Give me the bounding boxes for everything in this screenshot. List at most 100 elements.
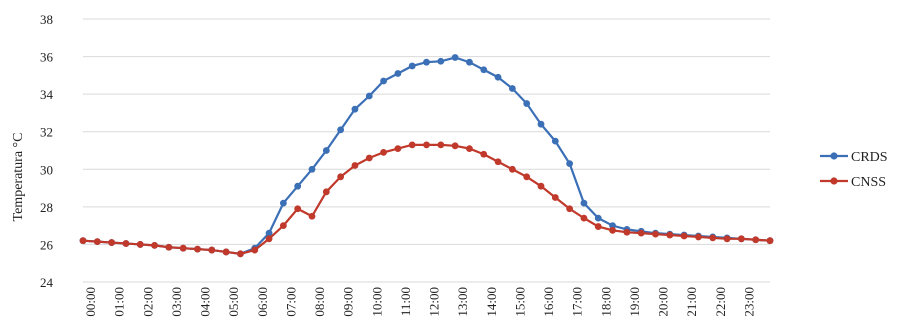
data-point-cnss bbox=[122, 240, 130, 247]
data-point-cnss bbox=[609, 226, 616, 234]
data-point-crds bbox=[594, 214, 602, 222]
data-point-crds bbox=[365, 92, 373, 100]
data-point-cnss bbox=[151, 241, 158, 249]
data-point-cnss bbox=[508, 165, 516, 173]
data-point-crds bbox=[423, 58, 430, 66]
data-point-cnss bbox=[294, 205, 302, 213]
data-point-cnss bbox=[279, 222, 287, 230]
gridlines bbox=[83, 18, 770, 283]
data-point-cnss bbox=[623, 228, 631, 236]
x-tick-label: 01:00 bbox=[112, 287, 127, 317]
data-point-cnss bbox=[222, 248, 230, 256]
y-tick-labels: 24 26 28 30 32 34 36 38 bbox=[40, 12, 54, 290]
legend: CRDS CNSS bbox=[820, 150, 888, 190]
x-tick-label: 03:00 bbox=[169, 287, 184, 317]
y-tick-label: 32 bbox=[40, 125, 53, 140]
x-tick-label: 18:00 bbox=[598, 287, 613, 317]
data-point-crds bbox=[451, 54, 459, 61]
data-point-cnss bbox=[695, 233, 702, 241]
legend-label-crds: CRDS bbox=[851, 150, 888, 165]
data-point-cnss bbox=[351, 162, 359, 169]
x-tick-label: 04:00 bbox=[198, 287, 213, 317]
data-point-cnss bbox=[194, 245, 201, 253]
series-lines bbox=[79, 54, 774, 258]
legend-label-cnss: CNSS bbox=[851, 175, 886, 190]
x-tick-label: 02:00 bbox=[140, 287, 155, 317]
data-point-cnss bbox=[93, 238, 101, 246]
y-tick-label: 38 bbox=[40, 12, 53, 27]
x-tick-label: 05:00 bbox=[226, 287, 241, 317]
data-point-cnss bbox=[251, 246, 259, 254]
data-point-cnss bbox=[394, 145, 402, 153]
x-tick-label: 22:00 bbox=[713, 287, 728, 317]
x-tick-label: 16:00 bbox=[541, 287, 556, 317]
x-tick-label: 23:00 bbox=[741, 287, 756, 317]
data-point-cnss bbox=[108, 239, 116, 246]
data-point-crds bbox=[580, 199, 588, 207]
x-tick-label: 21:00 bbox=[684, 287, 699, 317]
data-point-cnss bbox=[237, 250, 244, 258]
legend-marker-crds bbox=[830, 152, 838, 160]
x-tick-label: 10:00 bbox=[369, 287, 384, 317]
data-point-crds bbox=[609, 222, 616, 230]
data-point-cnss bbox=[752, 236, 760, 244]
data-point-cnss bbox=[480, 150, 488, 158]
data-point-cnss bbox=[437, 141, 445, 149]
data-point-crds bbox=[551, 137, 559, 145]
data-point-crds bbox=[508, 85, 516, 92]
data-point-cnss bbox=[723, 235, 731, 243]
y-tick-label: 36 bbox=[40, 50, 54, 65]
data-point-cnss bbox=[165, 243, 173, 251]
data-point-cnss bbox=[580, 214, 588, 222]
x-tick-label: 07:00 bbox=[283, 287, 298, 317]
data-point-cnss bbox=[136, 241, 144, 248]
data-point-crds bbox=[380, 77, 387, 85]
data-point-cnss bbox=[423, 141, 430, 149]
data-point-cnss bbox=[79, 237, 87, 245]
x-tick-label: 12:00 bbox=[427, 287, 442, 317]
data-point-cnss bbox=[365, 154, 373, 162]
data-point-crds bbox=[337, 126, 345, 134]
data-point-cnss bbox=[179, 244, 187, 252]
data-point-cnss bbox=[208, 246, 216, 254]
data-point-cnss bbox=[680, 232, 688, 240]
data-point-crds bbox=[265, 229, 273, 237]
y-tick-label: 28 bbox=[40, 200, 53, 215]
series-line-cnss bbox=[82, 143, 771, 255]
y-axis-title: Temperatura °C bbox=[11, 133, 26, 222]
y-tick-label: 24 bbox=[40, 275, 54, 290]
data-point-cnss bbox=[652, 230, 659, 238]
x-tick-label: 11:00 bbox=[398, 287, 413, 316]
data-point-crds bbox=[279, 199, 287, 207]
data-point-cnss bbox=[451, 142, 459, 150]
data-point-cnss bbox=[537, 182, 545, 190]
data-point-cnss bbox=[265, 235, 273, 243]
data-point-crds bbox=[294, 182, 302, 190]
data-point-crds bbox=[322, 147, 330, 154]
x-tick-label: 20:00 bbox=[656, 287, 671, 317]
data-point-cnss bbox=[637, 229, 645, 237]
data-point-cnss bbox=[322, 188, 330, 196]
data-point-crds bbox=[566, 160, 574, 168]
data-point-cnss bbox=[709, 234, 717, 242]
x-tick-label: 13:00 bbox=[455, 287, 470, 317]
x-tick-label: 06:00 bbox=[255, 287, 270, 317]
data-point-cnss bbox=[666, 231, 674, 239]
data-point-crds bbox=[537, 120, 545, 128]
data-point-cnss bbox=[337, 173, 345, 181]
data-point-crds bbox=[466, 58, 473, 66]
data-point-cnss bbox=[766, 237, 774, 245]
data-point-crds bbox=[494, 73, 502, 81]
data-point-cnss bbox=[594, 223, 602, 230]
x-tick-label: 00:00 bbox=[83, 287, 98, 317]
y-tick-label: 30 bbox=[40, 162, 53, 177]
x-tick-label: 17:00 bbox=[570, 287, 585, 317]
data-point-crds bbox=[437, 57, 445, 65]
data-point-crds bbox=[523, 100, 531, 107]
x-tick-labels: 00:00 01:00 02:00 03:00 04:00 05:00 06:00 07:00… bbox=[83, 287, 756, 317]
x-tick-label: 08:00 bbox=[312, 287, 327, 317]
y-tick-label: 26 bbox=[40, 237, 54, 252]
x-tick-label: 19:00 bbox=[627, 287, 642, 317]
data-point-crds bbox=[408, 62, 416, 70]
